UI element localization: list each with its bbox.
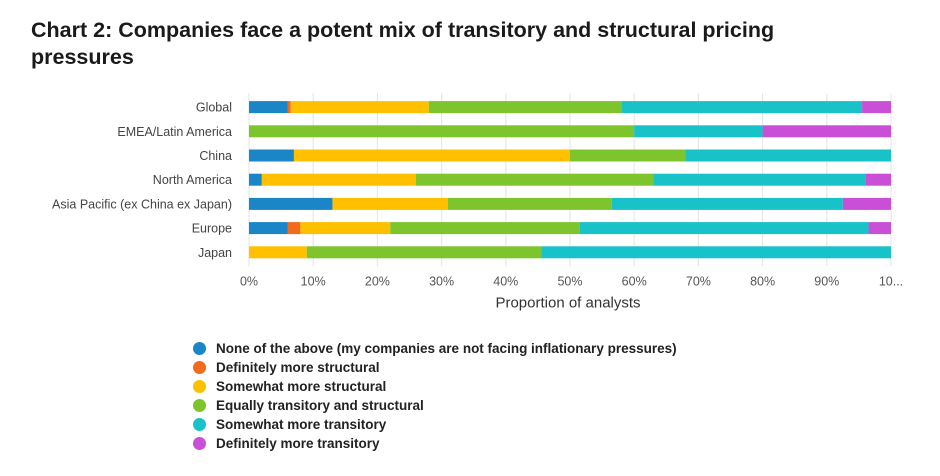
category-label: Asia Pacific (ex China ex Japan) [52,197,232,211]
bar-segment [428,101,622,114]
bar-segment [287,222,301,235]
x-tick-label: 0% [240,274,258,288]
legend: None of the above (my companies are not … [193,339,677,453]
x-tick-label: 30% [429,274,454,288]
legend-label: Definitely more structural [216,360,380,375]
bar-segment [390,222,580,235]
bar-segment [261,173,416,186]
category-labels: Global EMEA/Latin America China North Ameri… [52,101,232,260]
legend-item: Somewhat more transitory [193,415,677,434]
category-label: China [199,149,232,163]
legend-swatch [193,399,206,412]
stacked-bar-chart: Global EMEA/Latin America China North Ameri… [52,93,903,311]
bar-segment [415,173,654,186]
legend-swatch [193,418,206,431]
legend-label: None of the above (my companies are not … [216,341,677,356]
bar-segment [653,173,866,186]
legend-label: Somewhat more structural [216,379,387,394]
bar-segment [306,246,542,259]
bar-segment [862,101,891,114]
bar-segment [249,149,294,162]
bar-segment [868,222,891,235]
x-tick-label: 70% [686,274,711,288]
bar-segment [332,197,449,210]
bar-segment [611,197,843,210]
bar-segment [249,125,635,138]
bar-segment [249,246,307,259]
legend-item: None of the above (my companies are not … [193,339,677,358]
chart-title: Chart 2: Companies face a potent mix of … [31,18,775,69]
legend-label: Somewhat more transitory [216,417,387,432]
category-label: Global [196,101,232,115]
x-tick-label: 90% [814,274,839,288]
legend-item: Definitely more structural [193,358,677,377]
bar-segment [541,246,891,259]
bar-segment [448,197,612,210]
bar-segment [249,173,262,186]
bar-segment [762,125,891,138]
x-tick-label: 60% [622,274,647,288]
legend-item: Somewhat more structural [193,377,677,396]
legend-item: Definitely more transitory [193,434,677,453]
bar-segment [290,101,429,114]
bar-segment [570,149,686,162]
bar-segment [685,149,891,162]
legend-swatch [193,380,206,393]
bar-segment [579,222,869,235]
bar-segment [621,101,863,114]
x-tick-label: 40% [493,274,518,288]
legend-label: Definitely more transitory [216,436,380,451]
x-tick-labels: 0% 10% 20% 30% 40% 50% 60% 70% 80% 90% 10... [240,274,903,288]
bar-segment [865,173,891,186]
bar-segment [287,101,291,114]
legend-swatch [193,437,206,450]
x-axis-title: Proportion of analysts [495,294,640,311]
bar-segment [249,197,333,210]
bar-segment [842,197,891,210]
bar-segment [249,222,288,235]
x-tick-label: 20% [365,274,390,288]
legend-swatch [193,361,206,374]
bar-segment [249,101,288,114]
bars [249,101,891,259]
x-tick-label: 80% [750,274,775,288]
x-tick-label: 10% [301,274,326,288]
category-label: Europe [192,222,232,236]
x-tick-label: 10... [879,274,903,288]
x-tick-label: 50% [557,274,582,288]
legend-label: Equally transitory and structural [216,398,424,413]
bar-segment [293,149,570,162]
bar-segment [634,125,763,138]
legend-item: Equally transitory and structural [193,396,677,415]
category-label: North America [153,173,232,187]
category-label: EMEA/Latin America [117,125,232,139]
bar-segment [300,222,391,235]
category-label: Japan [198,246,232,260]
legend-swatch [193,342,206,355]
